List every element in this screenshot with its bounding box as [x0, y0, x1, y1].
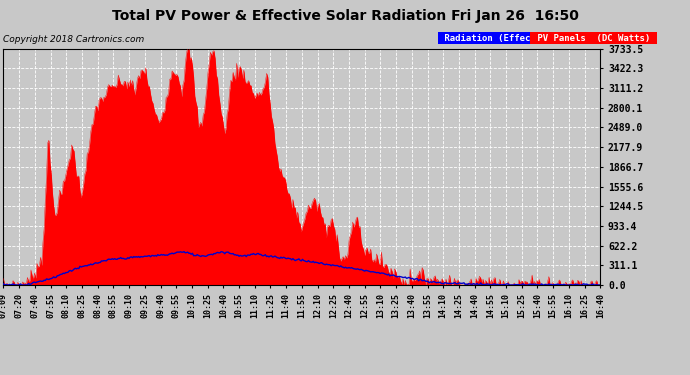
Text: Total PV Power & Effective Solar Radiation Fri Jan 26  16:50: Total PV Power & Effective Solar Radiati… [112, 9, 578, 23]
Text: Copyright 2018 Cartronics.com: Copyright 2018 Cartronics.com [3, 35, 145, 44]
Text: PV Panels  (DC Watts): PV Panels (DC Watts) [532, 34, 656, 43]
Text: Radiation (Effective w/m2): Radiation (Effective w/m2) [439, 34, 590, 43]
